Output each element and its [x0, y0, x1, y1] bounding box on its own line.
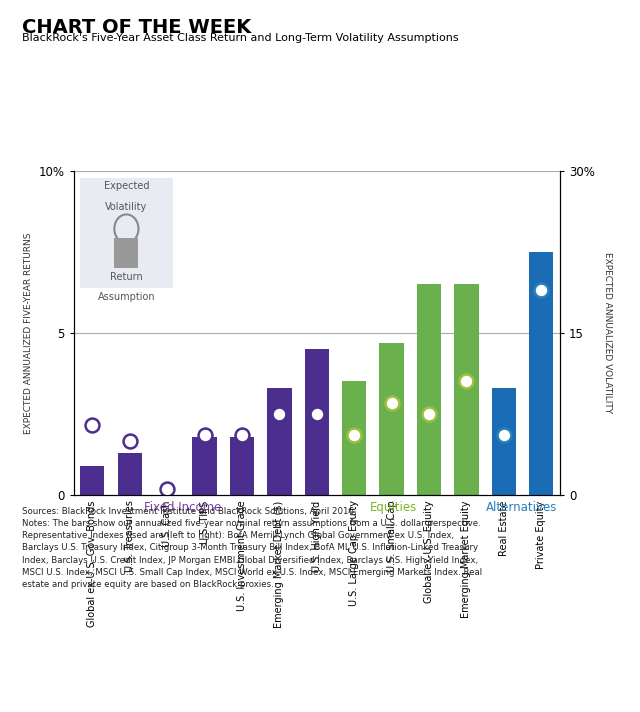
- Bar: [454, 284, 479, 495]
- Text: Expected: Expected: [104, 182, 149, 192]
- Bar: [380, 342, 404, 495]
- Bar: [193, 436, 217, 495]
- Text: Alternatives: Alternatives: [486, 501, 557, 514]
- Bar: [417, 284, 441, 495]
- Bar: [230, 436, 254, 495]
- Text: Return: Return: [110, 272, 143, 282]
- Text: Sources: BlackRock Investment Institute and BlackRock Solutions, April 2016.
Not: Sources: BlackRock Investment Institute …: [22, 507, 483, 589]
- Text: Fixed Income: Fixed Income: [144, 501, 221, 514]
- Bar: [118, 453, 142, 495]
- Bar: [305, 349, 329, 495]
- Bar: [492, 388, 516, 495]
- Text: Volatility: Volatility: [105, 202, 148, 212]
- Y-axis label: EXPECTED ANNUALIZED FIVE-YEAR RETURNS: EXPECTED ANNUALIZED FIVE-YEAR RETURNS: [24, 232, 33, 434]
- Bar: [342, 382, 366, 495]
- Bar: [80, 466, 104, 495]
- Bar: [268, 388, 292, 495]
- Bar: [529, 252, 554, 495]
- Text: CHART OF THE WEEK: CHART OF THE WEEK: [22, 18, 252, 37]
- Y-axis label: EXPECTED ANNUALIZED VOLATILITY: EXPECTED ANNUALIZED VOLATILITY: [604, 252, 612, 414]
- Bar: [115, 238, 138, 268]
- Text: Assumption: Assumption: [97, 292, 156, 302]
- Text: BlackRock's Five-Year Asset Class Return and Long-Term Volatility Assumptions: BlackRock's Five-Year Asset Class Return…: [22, 33, 459, 43]
- Text: Equities: Equities: [370, 501, 417, 514]
